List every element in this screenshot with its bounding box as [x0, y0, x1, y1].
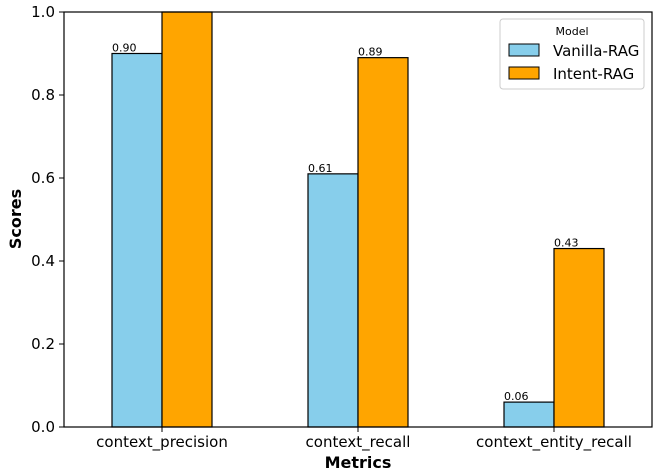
bar-intent-rag-context-recall: [357, 57, 409, 428]
bar-vanilla-rag-context-recall: [307, 173, 359, 428]
x-axis: context_precision context_recall context_e…: [96, 427, 632, 452]
legend-swatch-intent-rag: [508, 66, 540, 80]
legend-label-intent-rag: Intent-RAG: [553, 65, 634, 83]
y-tick-label: 1.0: [31, 3, 55, 21]
legend: Model Vanilla-RAG Intent-RAG: [499, 18, 645, 90]
legend-swatch-vanilla-rag: [508, 43, 540, 57]
legend-title: Model: [555, 25, 588, 38]
x-tick-label-context-precision: context_precision: [96, 433, 228, 452]
x-axis-title: Metrics: [325, 453, 392, 472]
y-tick-label: 0.0: [31, 418, 55, 436]
bars-layer: [111, 11, 605, 428]
data-label-intent-rag-context-recall: 0.89: [358, 46, 383, 59]
bar-intent-rag-context-entity-recall: [553, 247, 605, 428]
bar-vanilla-rag-context-precision: [111, 52, 163, 428]
bar-vanilla-rag-context-entity-recall: [503, 401, 555, 428]
x-tick-label-context-recall: context_recall: [306, 433, 411, 452]
data-label-intent-rag-context-entity-recall: 0.43: [554, 237, 579, 250]
y-tick-label: 0.4: [31, 252, 55, 270]
x-tick-label-context-entity-recall: context_entity_recall: [476, 433, 632, 452]
data-label-vanilla-rag-context-precision: 0.90: [112, 42, 137, 55]
y-axis: 0.0 0.2 0.4 0.6 0.8 1.0: [31, 3, 64, 436]
y-tick-label: 0.6: [31, 169, 55, 187]
y-tick-label: 0.2: [31, 335, 55, 353]
y-tick-label: 0.8: [31, 86, 55, 104]
y-axis-title: Scores: [6, 189, 25, 249]
data-label-vanilla-rag-context-recall: 0.61: [308, 162, 333, 175]
data-labels-layer: 0.90 0.61 0.89 0.06 0.43: [112, 42, 579, 404]
data-label-vanilla-rag-context-entity-recall: 0.06: [504, 390, 529, 403]
legend-label-vanilla-rag: Vanilla-RAG: [553, 42, 639, 60]
bar-intent-rag-context-precision: [161, 11, 213, 428]
